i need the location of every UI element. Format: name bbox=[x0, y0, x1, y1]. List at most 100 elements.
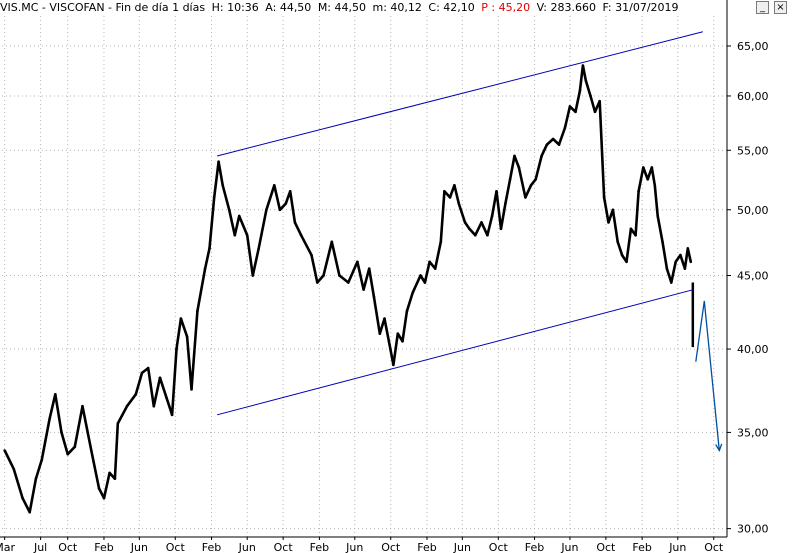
price-point bbox=[233, 233, 237, 237]
price-point bbox=[362, 288, 365, 291]
price-point bbox=[578, 89, 582, 93]
price-point bbox=[517, 166, 521, 169]
price-point bbox=[60, 431, 63, 434]
x-tick-label: Feb bbox=[202, 541, 221, 553]
price-point bbox=[490, 214, 494, 218]
price-point bbox=[208, 247, 211, 250]
price-point bbox=[653, 183, 657, 187]
price-point bbox=[170, 413, 174, 417]
price-point bbox=[97, 487, 101, 490]
price-point bbox=[257, 247, 260, 250]
chart-header: VIS.MC - VISCOFAN - Fin de día 1 días H:… bbox=[0, 0, 792, 16]
price-point bbox=[40, 458, 44, 462]
price-point bbox=[411, 291, 415, 294]
price-point bbox=[581, 64, 585, 67]
open-value: A: 44,50 bbox=[265, 1, 312, 14]
price-point bbox=[602, 196, 606, 199]
price-point bbox=[212, 196, 216, 199]
price-point bbox=[48, 416, 52, 420]
price-point bbox=[152, 404, 156, 408]
upper-channel-line bbox=[217, 31, 703, 157]
price-point bbox=[665, 267, 669, 270]
price-point bbox=[529, 183, 533, 187]
price-point bbox=[589, 94, 592, 98]
price-point bbox=[480, 221, 483, 224]
price-point bbox=[584, 79, 588, 82]
price-point bbox=[405, 309, 409, 313]
price-point bbox=[625, 260, 628, 264]
price-point bbox=[443, 190, 446, 193]
price-point bbox=[686, 247, 690, 250]
x-tick-label: Oct bbox=[381, 541, 401, 553]
price-point bbox=[288, 190, 292, 193]
close-icon[interactable]: × bbox=[774, 1, 787, 14]
price-point bbox=[338, 274, 341, 277]
price-point bbox=[499, 227, 503, 231]
price-point bbox=[293, 221, 297, 224]
lower-channel-line bbox=[217, 289, 694, 416]
price-point bbox=[593, 110, 597, 114]
price-point bbox=[650, 166, 654, 169]
y-tick-label: 45,00 bbox=[737, 270, 769, 283]
price-point bbox=[3, 449, 6, 452]
price-point bbox=[513, 154, 516, 158]
price-point bbox=[568, 105, 572, 108]
volume-value: V: 283.660 bbox=[536, 1, 596, 14]
price-point bbox=[392, 363, 395, 367]
price-point bbox=[389, 347, 392, 351]
price-point bbox=[689, 260, 693, 264]
price-point bbox=[611, 208, 615, 212]
price-point bbox=[524, 196, 527, 199]
price-point bbox=[574, 110, 577, 114]
price-point bbox=[278, 208, 282, 212]
price-point bbox=[108, 471, 111, 475]
price-point bbox=[423, 281, 427, 284]
price-point bbox=[419, 274, 422, 277]
price-point bbox=[346, 281, 350, 284]
price-point bbox=[190, 388, 193, 391]
x-tick-label: Oct bbox=[489, 541, 509, 553]
price-point bbox=[81, 404, 84, 408]
price-point bbox=[175, 347, 178, 351]
price-point bbox=[674, 260, 678, 264]
price-point bbox=[563, 126, 567, 130]
price-point bbox=[102, 496, 106, 500]
x-tick-label: Oct bbox=[596, 541, 616, 553]
price-series-line bbox=[3, 64, 693, 514]
date-value: F: 31/07/2019 bbox=[602, 1, 679, 14]
minimize-icon[interactable]: _ bbox=[756, 1, 769, 14]
price-point bbox=[486, 233, 489, 237]
price-point bbox=[203, 267, 207, 270]
price-point bbox=[299, 233, 303, 237]
y-tick-label: 65,00 bbox=[737, 40, 769, 53]
price-point bbox=[669, 281, 673, 284]
price-point bbox=[534, 178, 538, 181]
x-tick-label: Mar bbox=[0, 541, 16, 553]
price-point bbox=[642, 166, 645, 169]
price-point bbox=[457, 202, 461, 205]
forecast-arrow bbox=[695, 300, 720, 451]
price-point bbox=[468, 227, 471, 231]
price-point bbox=[196, 309, 199, 313]
price-point bbox=[679, 253, 682, 257]
x-tick-label: Feb bbox=[417, 541, 436, 553]
x-tick-label: Feb bbox=[632, 541, 651, 553]
y-tick-label: 60,00 bbox=[737, 90, 769, 103]
price-point bbox=[134, 393, 138, 396]
x-tick-label: Jun bbox=[345, 541, 363, 553]
x-tick-label: Jun bbox=[560, 541, 578, 553]
x-tick-label: Feb bbox=[525, 541, 544, 553]
price-point bbox=[616, 240, 619, 244]
price-point bbox=[463, 221, 467, 224]
price-point bbox=[113, 477, 117, 480]
price-point bbox=[620, 253, 624, 257]
price-point bbox=[273, 183, 276, 187]
x-tick-label: Jun bbox=[668, 541, 686, 553]
price-point bbox=[237, 214, 241, 218]
price-point bbox=[508, 178, 512, 181]
forecast-arrowhead bbox=[715, 443, 723, 452]
x-tick-label: Feb bbox=[310, 541, 329, 553]
price-point bbox=[428, 260, 431, 264]
y-tick-label: 35,00 bbox=[737, 426, 769, 439]
